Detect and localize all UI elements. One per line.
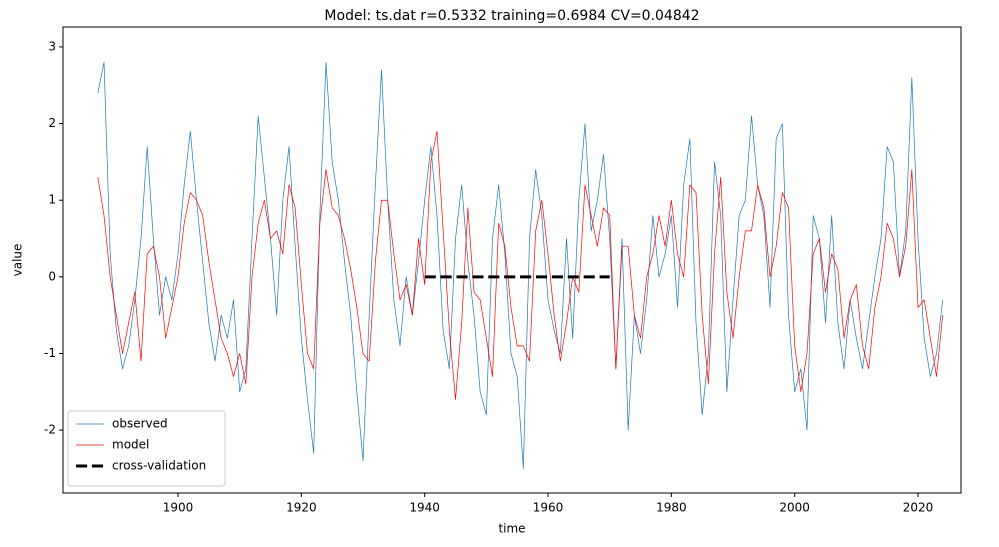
- series-line: [97, 61, 944, 469]
- x-tick-label: 2020: [903, 501, 934, 515]
- y-tick-label: -1: [44, 346, 56, 360]
- y-tick-label: -2: [44, 423, 56, 437]
- series-line: [97, 130, 944, 400]
- x-tick-label: 1940: [409, 501, 440, 515]
- y-tick-label: 2: [48, 116, 56, 130]
- legend-label: cross-validation: [112, 459, 206, 473]
- chart-title: Model: ts.dat r=0.5332 training=0.6984 C…: [324, 8, 699, 24]
- x-tick-label: 1920: [286, 501, 317, 515]
- y-axis-label: value: [11, 244, 25, 277]
- plot-frame: [62, 26, 962, 494]
- legend-label: observed: [112, 417, 168, 431]
- legend-label: model: [112, 438, 149, 452]
- y-tick-label: 3: [48, 39, 56, 53]
- y-tick-label: 1: [48, 193, 56, 207]
- x-axis-label: time: [498, 522, 525, 536]
- legend-box: [67, 410, 226, 487]
- y-tick-label: 0: [48, 269, 56, 283]
- x-tick-label: 1900: [163, 501, 194, 515]
- x-tick-label: 1980: [656, 501, 687, 515]
- x-tick-label: 1960: [533, 501, 564, 515]
- x-tick-label: 2000: [779, 501, 810, 515]
